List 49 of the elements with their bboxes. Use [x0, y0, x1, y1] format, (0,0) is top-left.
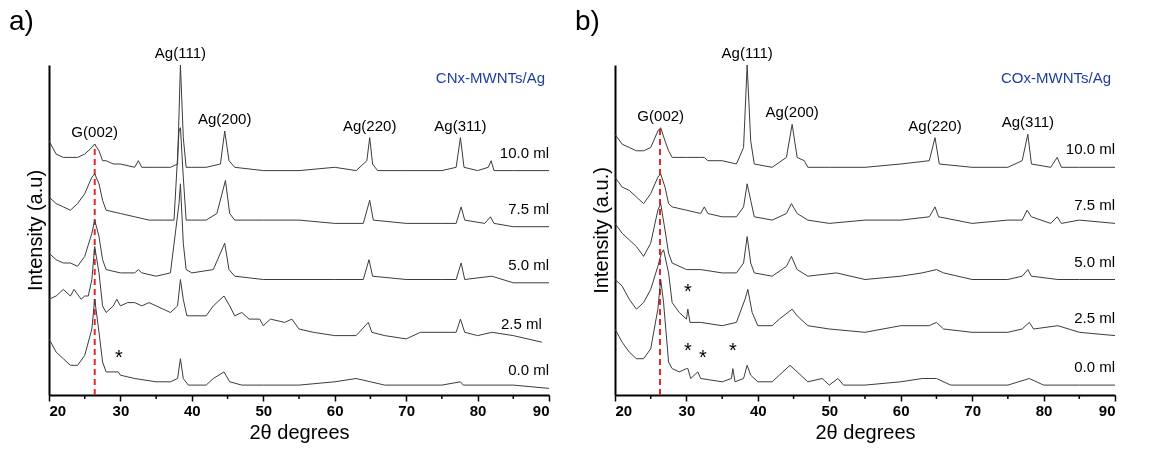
series-label: 0.0 ml [508, 361, 549, 379]
x-axis-title: 2θ degrees [249, 420, 350, 443]
x-tick-label: 70 [964, 401, 981, 419]
x-tick-label: 90 [1098, 401, 1116, 419]
chart-title: a) [9, 5, 34, 36]
annotation: * [728, 339, 737, 362]
chart-subtitle: COx-MWNTs/Ag [1001, 69, 1111, 86]
x-tick-label: 40 [184, 401, 201, 419]
series-label: 10.0 ml [1065, 140, 1115, 158]
x-tick-label: 80 [1035, 401, 1053, 419]
annotation: Ag(220) [908, 116, 962, 134]
annotation: Ag(200) [765, 103, 819, 121]
chart-title: b) [575, 5, 600, 36]
x-axis-title: 2θ degrees [815, 420, 916, 443]
x-tick-label: 90 [532, 401, 550, 419]
x-tick-label: 70 [398, 401, 415, 419]
x-tick-label: 50 [821, 401, 839, 419]
annotation: Ag(311) [1001, 113, 1054, 131]
x-tick-label: 60 [892, 401, 910, 419]
series-label: 2.5 ml [501, 315, 542, 333]
x-tick-label: 80 [469, 401, 487, 419]
series-label: 7.5 ml [508, 199, 549, 217]
x-tick-label: 20 [49, 401, 67, 419]
series-label: 10.0 ml [499, 143, 549, 161]
annotation: * [698, 345, 707, 368]
annotation: Ag(200) [198, 110, 252, 127]
annotation: Ag(111) [154, 44, 206, 61]
annotation: G(002) [637, 106, 685, 124]
series-label: 0.0 ml [1074, 358, 1115, 376]
x-tick-label: 60 [326, 401, 344, 419]
y-axis-title: Intensity (a.u) [23, 169, 46, 292]
series-label: 5.0 ml [1074, 252, 1115, 270]
x-tick-label: 20 [615, 401, 633, 419]
chart-subtitle: CNx-MWNTs/Ag [435, 69, 545, 86]
series-label: 7.5 ml [1074, 196, 1115, 214]
x-tick-label: 30 [112, 401, 130, 419]
x-tick-label: 40 [750, 401, 767, 419]
annotation: * [683, 279, 692, 302]
annotation: Ag(311) [434, 116, 487, 134]
series-label: 5.0 ml [508, 255, 549, 273]
annotation: * [115, 345, 124, 368]
y-axis-title: Intensity (a.u.) [589, 167, 612, 294]
annotation: * [683, 339, 692, 362]
annotation: Ag(111) [721, 44, 773, 61]
x-tick-label: 30 [678, 401, 696, 419]
annotation: G(002) [71, 123, 119, 141]
series-label: 2.5 ml [1074, 308, 1115, 326]
x-tick-label: 50 [255, 401, 273, 419]
annotation: Ag(220) [343, 116, 397, 134]
